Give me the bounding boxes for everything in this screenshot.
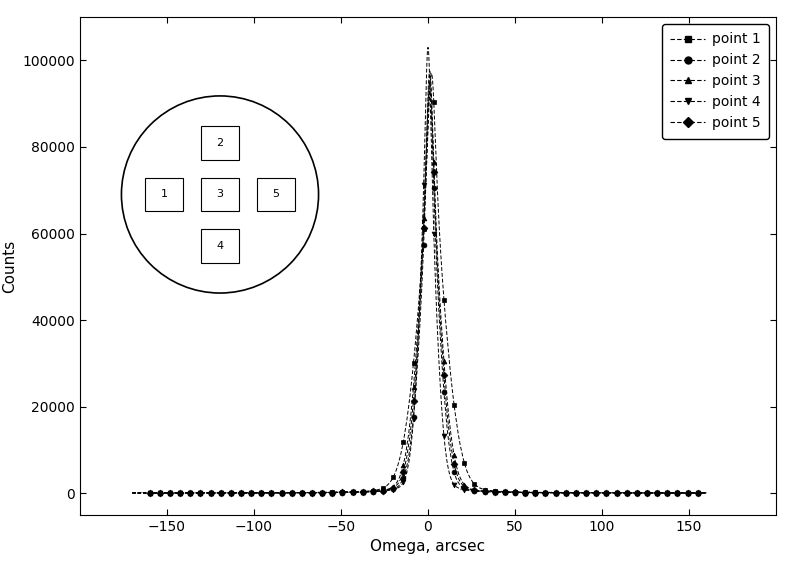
Text: 3: 3 <box>217 189 223 200</box>
FancyBboxPatch shape <box>201 229 239 263</box>
Text: 4: 4 <box>217 241 223 251</box>
FancyBboxPatch shape <box>201 126 239 160</box>
Legend: point 1, point 2, point 3, point 4, point 5: point 1, point 2, point 3, point 4, poin… <box>662 24 769 138</box>
Text: 2: 2 <box>217 138 223 148</box>
Y-axis label: Counts: Counts <box>2 239 17 293</box>
FancyBboxPatch shape <box>257 178 295 211</box>
FancyBboxPatch shape <box>145 178 183 211</box>
Text: 1: 1 <box>161 189 167 200</box>
Text: 5: 5 <box>273 189 279 200</box>
FancyBboxPatch shape <box>201 178 239 211</box>
X-axis label: Omega, arcsec: Omega, arcsec <box>370 539 486 554</box>
